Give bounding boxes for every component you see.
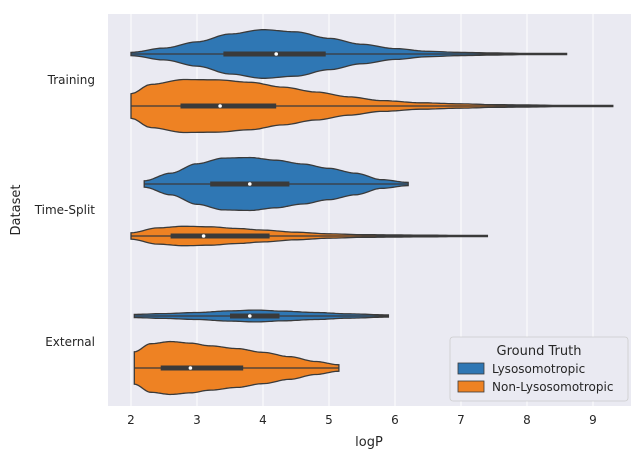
legend-swatch-non-lysosomotropic: [457, 380, 485, 393]
violin-median-training-non-lysosomotropic: [218, 104, 222, 108]
x-tick-label-9: 9: [589, 413, 597, 427]
y-tick-labels: Training Time-Split External: [34, 73, 96, 349]
legend-box: [449, 336, 629, 402]
legend-entry-non-lysosomotropic: Non-Lysosomotropic: [492, 380, 613, 394]
x-tick-labels: 2 3 4 5 6 7 8 9: [127, 413, 597, 427]
y-tick-label-training: Training: [47, 73, 95, 87]
violin-time-split-lysosomotropic: [143, 156, 409, 212]
violin-training-lysosomotropic: [130, 29, 568, 79]
x-axis-label: logP: [355, 435, 383, 450]
y-tick-label-external: External: [45, 335, 95, 349]
x-tick-label-5: 5: [325, 413, 333, 427]
legend-title: Ground Truth: [497, 344, 582, 359]
violin-training-non-lysosomotropic: [130, 78, 614, 134]
y-axis-label: Dataset: [9, 185, 24, 236]
violin-median-external-non-lysosomotropic: [188, 366, 193, 370]
x-tick-label-2: 2: [127, 413, 135, 427]
y-tick-label-time-split: Time-Split: [34, 203, 96, 217]
violin-median-external-lysosomotropic: [248, 314, 252, 318]
x-tick-label-6: 6: [391, 413, 399, 427]
violin-time-split-non-lysosomotropic: [130, 225, 489, 247]
x-tick-label-8: 8: [523, 413, 531, 427]
violin-median-time-split-non-lysosomotropic: [201, 234, 206, 238]
violins: [130, 29, 614, 396]
violin-median-time-split-lysosomotropic: [248, 182, 252, 186]
x-tick-label-3: 3: [193, 413, 201, 427]
legend: Ground Truth Lysosomotropic Non-Lysosomo…: [449, 336, 629, 402]
violin-external-lysosomotropic: [133, 309, 390, 323]
violin-external-non-lysosomotropic: [133, 340, 340, 396]
violin-median-training-lysosomotropic: [274, 52, 279, 56]
legend-entry-lysosomotropic: Lysosomotropic: [492, 362, 585, 376]
legend-swatch-lysosomotropic: [457, 362, 485, 375]
x-tick-label-7: 7: [457, 413, 465, 427]
x-tick-label-4: 4: [259, 413, 267, 427]
